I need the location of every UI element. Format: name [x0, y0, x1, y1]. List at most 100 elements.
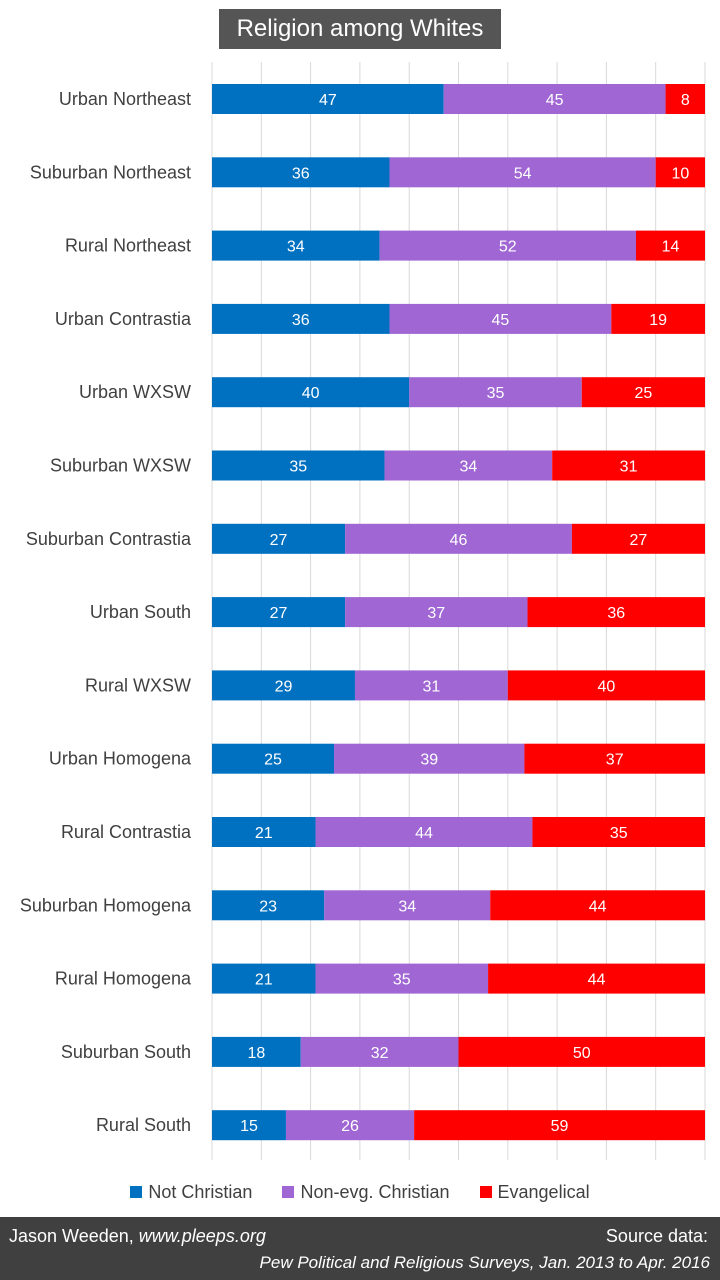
data-label: 10 [671, 165, 689, 182]
bar-segment [389, 157, 656, 188]
bar-segment [655, 157, 705, 188]
bar-segment [414, 1110, 705, 1141]
data-label: 19 [649, 312, 667, 329]
legend-swatch [282, 1186, 295, 1198]
bar-segment [458, 1036, 705, 1067]
data-label: 14 [662, 239, 680, 256]
bar-segment [334, 743, 525, 774]
bar-segment [212, 377, 410, 408]
data-label: 34 [287, 239, 305, 256]
bar-segment [379, 230, 636, 261]
data-label: 25 [264, 752, 282, 769]
data-label: 27 [630, 532, 648, 549]
bar-segment [490, 890, 705, 921]
data-label: 44 [415, 825, 433, 842]
category-label: Suburban Homogena [20, 895, 192, 915]
data-label: 21 [255, 972, 273, 989]
bar-segment [212, 597, 346, 628]
data-label: 25 [634, 385, 652, 402]
bar-segment [285, 1110, 415, 1141]
category-label: Urban South [90, 602, 191, 622]
category-label: Urban Contrastia [55, 309, 192, 329]
bar-segment [300, 1036, 459, 1067]
category-label: Suburban Northeast [30, 162, 191, 182]
bar-segment [507, 670, 705, 701]
legend-item: Not Christian [130, 1182, 252, 1203]
bar-segment [212, 450, 385, 481]
bar-segment [212, 890, 325, 921]
category-label: Rural South [96, 1115, 191, 1135]
bar-segment [389, 303, 612, 334]
bar-segment [345, 523, 572, 554]
data-label: 21 [255, 825, 273, 842]
data-label: 45 [492, 312, 510, 329]
data-label: 37 [606, 752, 624, 769]
author-site: www.pleeps.org [138, 1226, 266, 1246]
stacked-bar-chart: 47 45 8 36 54 10 34 52 14 36 45 19 40 35 25 35 34 31 27 46 2… [20, 62, 706, 1160]
bar-segment [315, 817, 533, 847]
data-label: 32 [371, 1045, 389, 1062]
bar-segment [212, 670, 355, 701]
category-label: Suburban WXSW [50, 456, 191, 476]
bar-segment [212, 1110, 286, 1141]
legend-label: Not Christian [148, 1181, 253, 1202]
bar-segment [212, 84, 444, 114]
data-label: 35 [487, 385, 505, 402]
legend-item: Non-evg. Christian [282, 1182, 450, 1203]
bar-segment [665, 84, 705, 114]
data-label: 35 [289, 459, 307, 476]
data-label: 27 [270, 605, 288, 622]
bar-segment [443, 84, 666, 114]
category-label: Suburban Contrastia [26, 529, 192, 549]
data-label: 50 [573, 1045, 591, 1062]
bars: 47 45 8 36 54 10 34 52 14 36 45 19 40 35 25 35 34 31 27 46 2… [212, 84, 705, 1141]
author-name: Jason Weeden, [9, 1226, 139, 1246]
bar-segment [581, 377, 705, 408]
bar-segment [212, 303, 390, 334]
bar-segment [212, 817, 316, 847]
author-credit: Jason Weeden, www.pleeps.org [9, 1226, 266, 1247]
category-label: Suburban South [61, 1042, 191, 1062]
bar-segment [552, 450, 705, 481]
bar-segment [212, 1036, 301, 1067]
data-label: 39 [420, 752, 438, 769]
data-label: 29 [275, 678, 293, 695]
category-label: Rural Homogena [55, 969, 192, 989]
bar-segment [212, 743, 335, 774]
data-label: 27 [270, 532, 288, 549]
category-label: Urban Northeast [59, 89, 191, 109]
data-label: 59 [551, 1118, 569, 1135]
bar-segment [532, 817, 705, 847]
data-label: 52 [499, 239, 517, 256]
bar-segment [611, 303, 705, 334]
data-label: 26 [341, 1118, 359, 1135]
data-label: 34 [459, 459, 477, 476]
category-label: Rural Contrastia [61, 822, 192, 842]
data-label: 44 [588, 972, 606, 989]
data-label: 44 [589, 898, 607, 915]
data-label: 54 [514, 165, 532, 182]
bar-segment [488, 963, 705, 994]
bar-segment [212, 157, 390, 188]
bar-segment [409, 377, 582, 408]
data-label: 8 [681, 92, 690, 109]
data-label: 46 [450, 532, 468, 549]
data-label: 35 [610, 825, 628, 842]
data-label: 36 [607, 605, 625, 622]
legend-swatch [130, 1186, 143, 1198]
bar-segment [212, 523, 346, 554]
data-label: 37 [427, 605, 445, 622]
data-label: 45 [546, 92, 564, 109]
legend: Not Christian Non-evg. Christian Evangelic… [0, 1178, 720, 1206]
category-label: Rural WXSW [85, 675, 191, 695]
category-label: Urban Homogena [49, 749, 192, 769]
data-label: 15 [240, 1118, 258, 1135]
data-label: 36 [292, 312, 310, 329]
bar-segment [324, 890, 491, 921]
data-label: 31 [422, 678, 440, 695]
data-label: 31 [620, 459, 638, 476]
data-label: 35 [393, 972, 411, 989]
data-label: 23 [259, 898, 277, 915]
data-label: 40 [598, 678, 616, 695]
chart-title: Religion among Whites [219, 9, 501, 49]
